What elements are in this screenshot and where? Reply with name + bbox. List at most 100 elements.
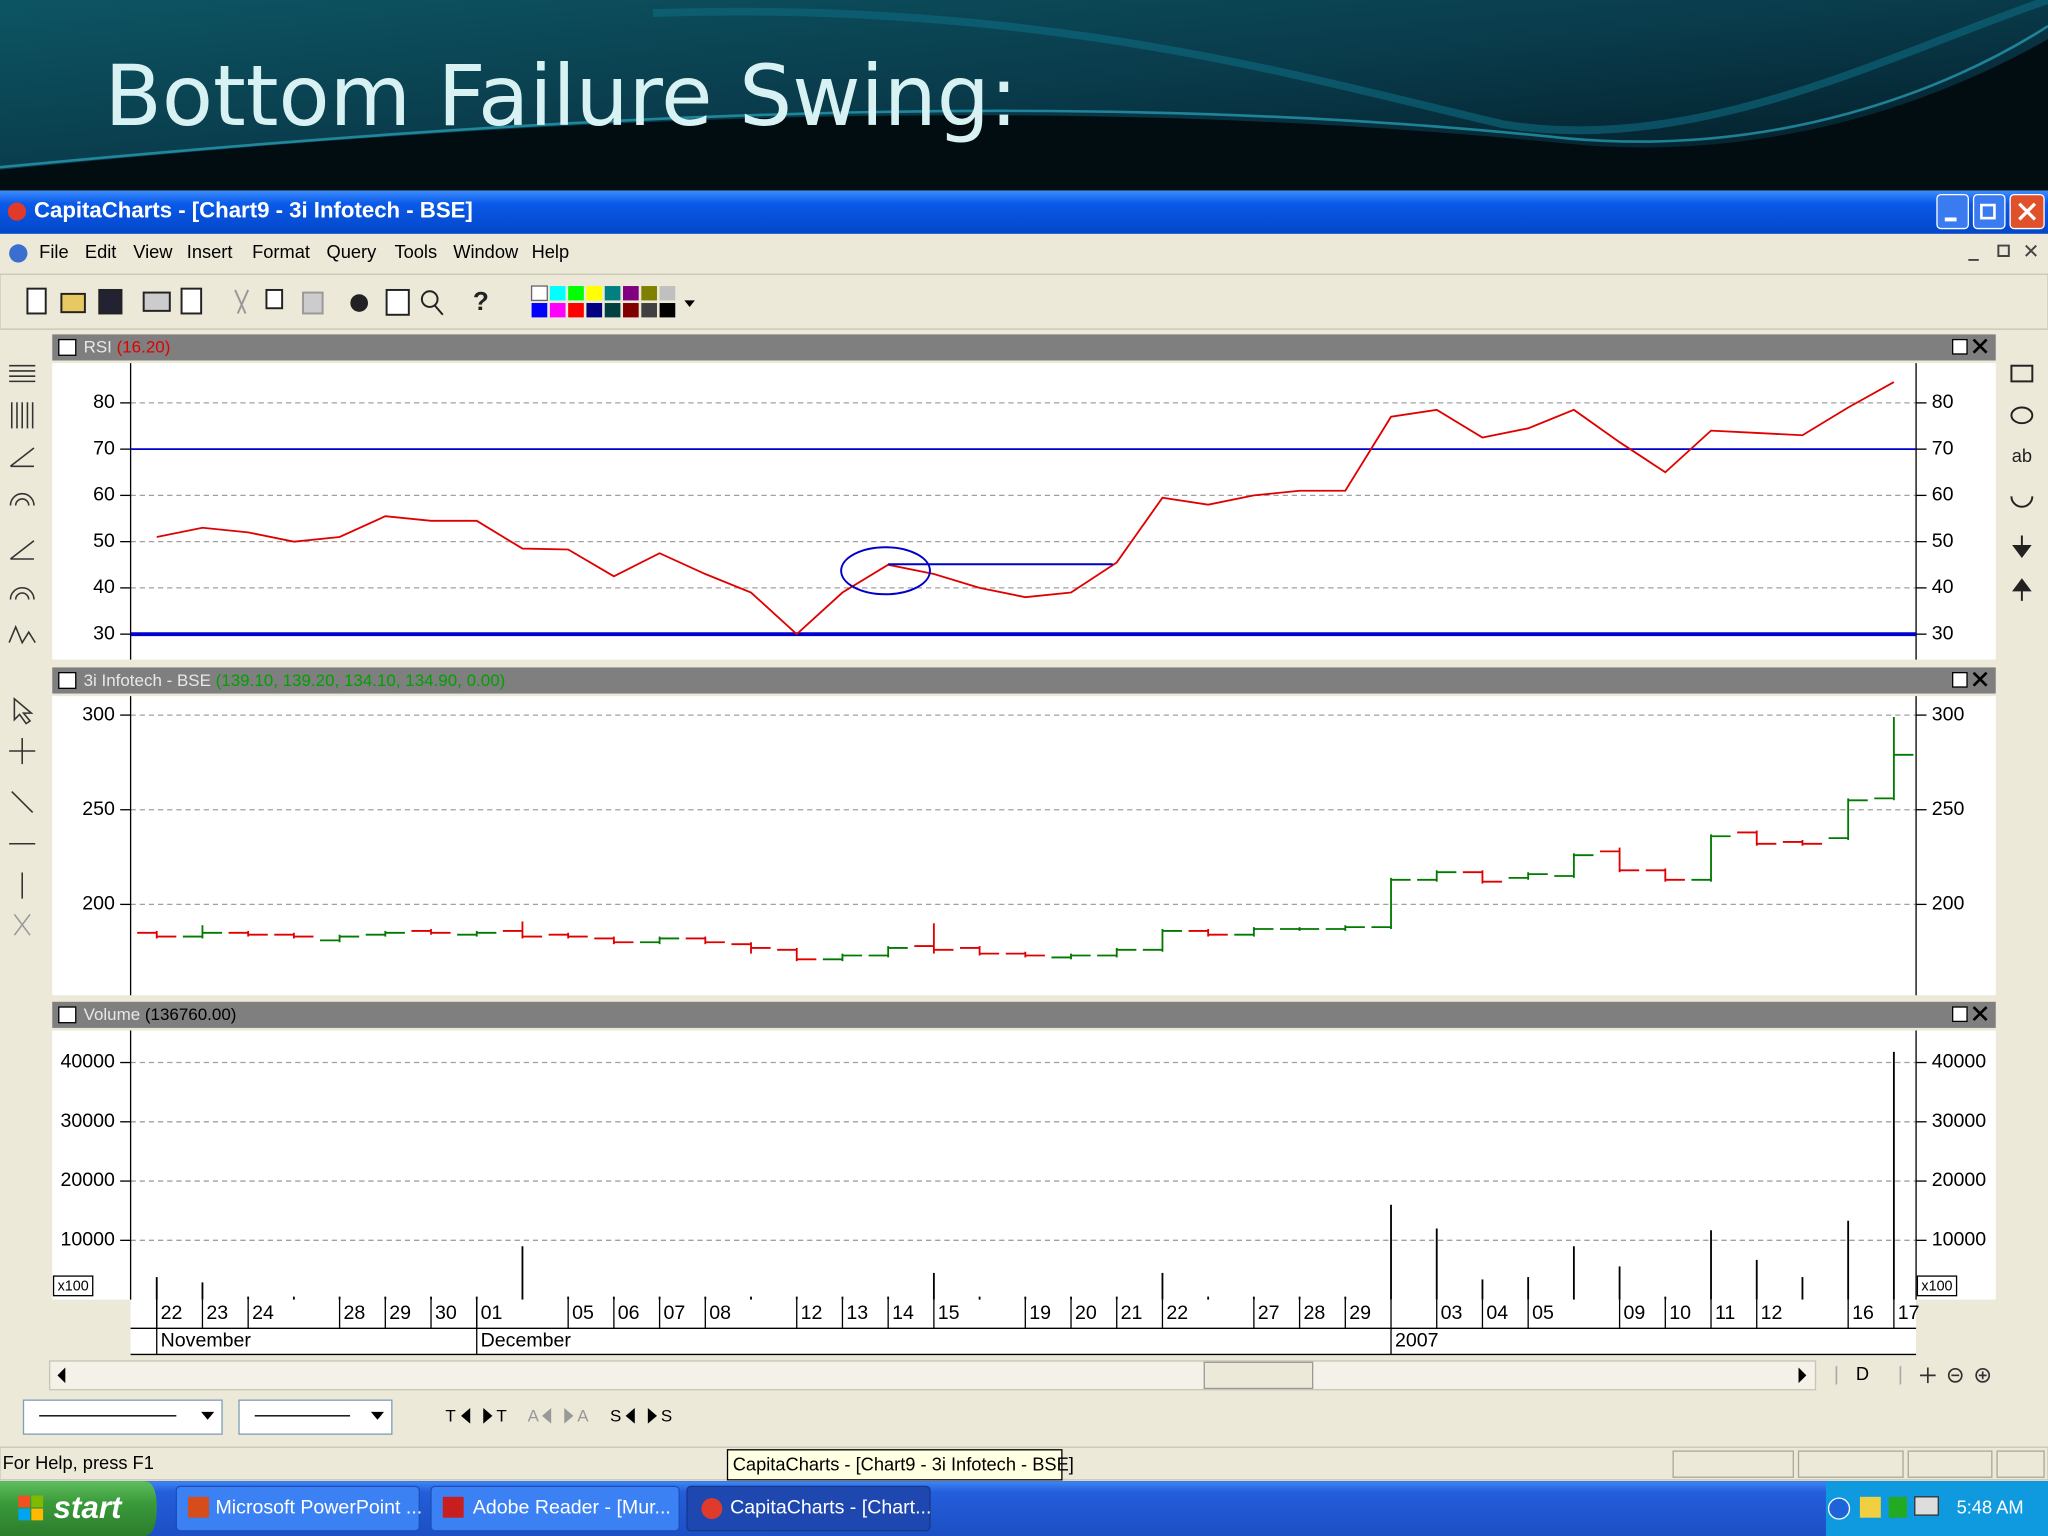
right-tools[interactable] [2010,364,2034,601]
task-button[interactable] [175,1485,420,1532]
nav-label[interactable]: S [661,1407,672,1426]
panel-close[interactable] [1972,1006,1988,1022]
panel-value: (139.10, 139.20, 134.10, 134.90, 0.00) [216,671,506,690]
zoom-tools[interactable] [1835,1366,1991,1385]
panel-checkbox[interactable] [58,338,77,356]
scroll-right[interactable] [1798,1367,1807,1384]
menu-item[interactable]: File [39,241,68,262]
line-style-combo[interactable] [22,1399,223,1435]
menu-item[interactable]: View [133,241,173,262]
y-tick-label: 20000 [1932,1169,1987,1191]
y-tick-label: 70 [93,437,115,459]
panel-header [52,1001,1996,1028]
x-tick-label: 20 [1075,1302,1097,1324]
x-tick-label: 03 [1441,1302,1463,1324]
scrollbar[interactable] [48,1360,1817,1391]
x-tick-label: 22 [1166,1302,1188,1324]
panel-button[interactable] [1951,338,1968,355]
tooltip [726,1449,1063,1481]
panel-header [52,334,1996,361]
nav-label[interactable]: S [610,1407,621,1426]
slide-title: Bottom Failure Swing: [104,47,1017,145]
task-label[interactable]: CapitaCharts - [Chart... [730,1497,931,1519]
plot-area [52,363,1996,660]
menu-item[interactable]: Help [532,241,570,262]
panel-close[interactable] [1972,338,1988,354]
nav-label[interactable]: T [445,1407,455,1426]
text-tool[interactable]: ab [2012,445,2032,466]
tray-expand[interactable] [1827,1497,1851,1520]
x-tick-label: 06 [618,1302,640,1324]
panel-button[interactable] [1951,671,1968,688]
menu-item[interactable]: Query [327,241,378,262]
y-tick-label: 40000 [60,1051,115,1073]
nav-label[interactable]: A [528,1407,540,1426]
tool-d[interactable]: D [1856,1363,1869,1384]
y-tick-label: 40000 [1932,1051,1987,1073]
task-button[interactable] [430,1485,680,1532]
panel-value: (136760.00) [145,1006,237,1025]
x-tick-label: 08 [709,1302,731,1324]
combo-arrow[interactable] [370,1411,384,1420]
panel-checkbox[interactable] [58,672,77,689]
task-icon [701,1498,723,1520]
y-tick-label: 70 [1932,437,1954,459]
task-label[interactable]: Microsoft PowerPoint ... [216,1497,423,1519]
y-tick-label: 250 [82,798,115,820]
combo-arrow[interactable] [201,1411,215,1420]
line-width-combo[interactable] [238,1399,393,1435]
menu-item[interactable]: Window [453,241,519,262]
close-glyph [2018,202,2037,221]
y-tick-label: 20000 [60,1169,115,1191]
toolbar-icons[interactable]: ? [26,286,489,316]
price-panel: 3i Infotech - BSE (139.10, 139.20, 134.1… [52,667,1996,996]
title-bar [0,190,2048,234]
menu-item[interactable]: Tools [394,241,437,262]
menu-item[interactable]: Insert [187,241,233,262]
minimize-button[interactable] [1936,193,1969,230]
x-tick-label: 22 [161,1302,183,1324]
panel-title: 3i Infotech - BSE (139.10, 139.20, 134.1… [84,671,506,690]
y-tick-label: 40 [1932,576,1954,598]
x-tick-label: 28 [1304,1302,1326,1324]
mdi-buttons[interactable] [1968,244,2037,261]
x-tick-label: 29 [389,1302,411,1324]
y-tick-label: 50 [1932,530,1954,552]
panel-close[interactable] [1972,671,1988,687]
x-tick-label: 16 [1852,1302,1874,1324]
x-tick-label: 14 [892,1302,914,1324]
left-tools[interactable] [8,364,36,936]
status-text: For Help, press F1 [3,1452,154,1473]
month-label: 2007 [1395,1330,1439,1352]
scroll-thumb[interactable] [1203,1361,1314,1390]
nav-label[interactable]: A [577,1407,589,1426]
x-tick-label: 28 [344,1302,366,1324]
menu-item[interactable]: Edit [85,241,116,262]
clock: 5:48 AM [1957,1496,2024,1517]
scroll-left[interactable] [57,1367,66,1384]
restore-button[interactable] [1972,193,2006,230]
nav-arrows[interactable] [461,1408,657,1424]
panel-title: RSI (16.20) [84,338,171,357]
y-tick-label: 10000 [1932,1228,1987,1250]
color-palette[interactable] [530,285,695,318]
panel-name: Volume [84,1006,141,1025]
task-button-active[interactable] [686,1485,931,1532]
scale-label: x100 [58,1278,89,1294]
tray-icons[interactable] [1859,1496,1939,1518]
nav-label[interactable]: T [496,1407,506,1426]
rsi-line [156,381,1895,636]
panel-checkbox[interactable] [58,1006,77,1024]
menu-item[interactable]: Format [252,241,310,262]
start-button[interactable] [0,1481,157,1536]
task-label[interactable]: Adobe Reader - [Mur... [473,1497,671,1519]
start-label[interactable]: start [54,1490,123,1525]
window-title: CapitaCharts - [Chart9 - 3i Infotech - B… [34,197,473,222]
month-label: November [161,1330,252,1352]
x-tick-label: 07 [664,1302,686,1324]
x-tick-label: 09 [1624,1302,1646,1324]
wave [0,39,2048,191]
panel-button[interactable] [1951,1006,1968,1023]
panel-title: Volume (136760.00) [84,1006,237,1025]
volume-panel: Volume (136760.00) x100 x100 [52,1001,1996,1300]
